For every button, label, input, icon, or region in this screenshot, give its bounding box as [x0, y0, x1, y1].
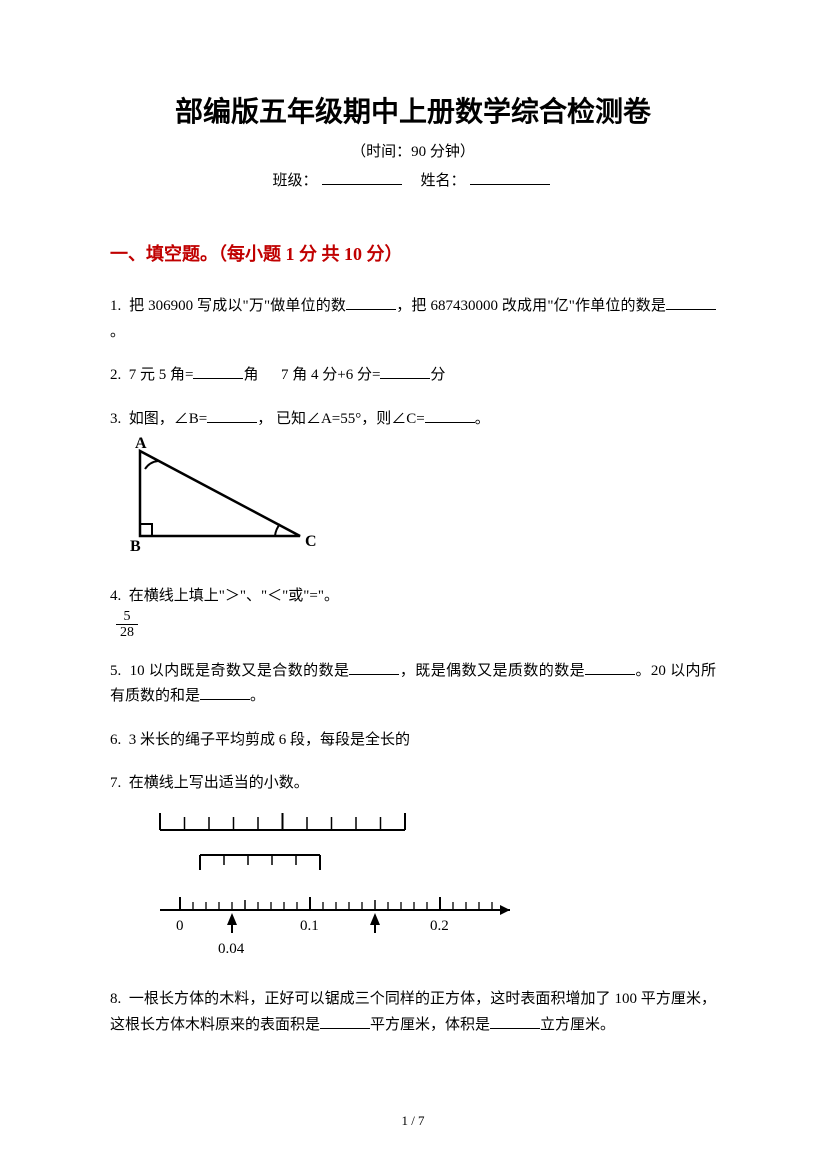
- exam-title: 部编版五年级期中上册数学综合检测卷: [110, 90, 716, 130]
- q1-number: 1.: [110, 298, 121, 314]
- q7-number: 7.: [110, 775, 121, 791]
- question-8: 8. 一根长方体的木料，正好可以锯成三个同样的正方体，这时表面积增加了 100 …: [110, 987, 716, 1038]
- question-4: 4. 在横线上填上"＞"、"＜"或"="。 5 28: [110, 584, 716, 641]
- q6-number: 6.: [110, 732, 121, 748]
- q1-text-b: ，把 687430000 改成用"亿"作单位的数是: [396, 298, 666, 314]
- q2-unit-b: 分: [430, 367, 445, 383]
- q5-text-d: 。: [250, 688, 265, 704]
- q8-unit-a: 平方厘米，体积是: [370, 1017, 490, 1033]
- q5-blank-3: [200, 699, 250, 700]
- q4-fraction: 5 28: [116, 609, 138, 641]
- numline-label-0.2: 0.2: [430, 918, 449, 934]
- class-blank: [322, 184, 402, 185]
- q1-text-a: 把 306900 写成以"万"做单位的数: [129, 298, 346, 314]
- q2-blank-2: [380, 378, 430, 379]
- q8-number: 8.: [110, 991, 121, 1007]
- q3-blank-1: [207, 422, 257, 423]
- q3-text-a: 如图，∠B=: [129, 411, 207, 427]
- q5-text-b: ，既是偶数又是质数的数是: [399, 663, 585, 679]
- class-label: 班级：: [272, 173, 317, 189]
- q3-text-b: ， 已知∠A=55°，则∠C=: [257, 411, 425, 427]
- numline-label-0: 0: [176, 918, 184, 934]
- q2-blank-1: [193, 378, 243, 379]
- triangle-a-label: A: [135, 436, 147, 452]
- question-6: 6. 3 米长的绳子平均剪成 6 段，每段是全长的: [110, 728, 716, 754]
- numline-label-0.1: 0.1: [300, 918, 319, 934]
- question-2: 2. 7 元 5 角= 角 7 角 4 分+6 分= 分: [110, 363, 716, 389]
- q3-number: 3.: [110, 411, 121, 427]
- q8-unit-b: 立方厘米。: [540, 1017, 615, 1033]
- q8-blank-1: [320, 1028, 370, 1029]
- q1-text-c: 。: [110, 324, 125, 340]
- q8-blank-2: [490, 1028, 540, 1029]
- q1-blank-2: [666, 309, 716, 310]
- q5-number: 5.: [110, 663, 121, 679]
- q3-text-c: 。: [475, 411, 490, 427]
- q4-denominator: 28: [116, 625, 138, 640]
- question-3: 3. 如图，∠B= ， 已知∠A=55°，则∠C= 。 A B C: [110, 407, 716, 566]
- triangle-c-label: C: [305, 533, 317, 550]
- numline-marker-label: 0.04: [218, 941, 245, 957]
- q3-blank-2: [425, 422, 475, 423]
- exam-time: （时间：90 分钟）: [110, 140, 716, 161]
- q1-blank-1: [346, 309, 396, 310]
- q2-unit-a: 角: [243, 367, 258, 383]
- triangle-diagram: A B C: [120, 436, 716, 566]
- q5-blank-2: [585, 674, 635, 675]
- q7-text: 在横线上写出适当的小数。: [129, 775, 309, 791]
- student-info-line: 班级： 姓名：: [110, 169, 716, 190]
- numberline-diagram: 0 0.1 0.2 0.04: [150, 805, 716, 970]
- question-7: 7. 在横线上写出适当的小数。: [110, 771, 716, 969]
- q5-blank-1: [349, 674, 399, 675]
- q4-numerator: 5: [116, 609, 138, 625]
- page-number: 1 / 7: [110, 1113, 716, 1129]
- question-1: 1. 把 306900 写成以"万"做单位的数 ，把 687430000 改成用"…: [110, 294, 716, 345]
- q6-text: 3 米长的绳子平均剪成 6 段，每段是全长的: [129, 732, 410, 748]
- q5-text-a: 10 以内既是奇数又是合数的数是: [130, 663, 350, 679]
- q2-number: 2.: [110, 367, 121, 383]
- name-blank: [470, 184, 550, 185]
- section-1-header: 一、填空题。（每小题 1 分 共 10 分）: [110, 240, 716, 266]
- q4-text: 在横线上填上"＞"、"＜"或"="。: [129, 588, 339, 604]
- triangle-b-label: B: [130, 538, 141, 555]
- q2-text-b: 7 角 4 分+6 分=: [281, 367, 380, 383]
- q4-number: 4.: [110, 588, 121, 604]
- question-5: 5. 10 以内既是奇数又是合数的数是，既是偶数又是质数的数是。20 以内所有质…: [110, 659, 716, 710]
- name-label: 姓名：: [421, 173, 466, 189]
- q2-text-a: 7 元 5 角=: [129, 367, 194, 383]
